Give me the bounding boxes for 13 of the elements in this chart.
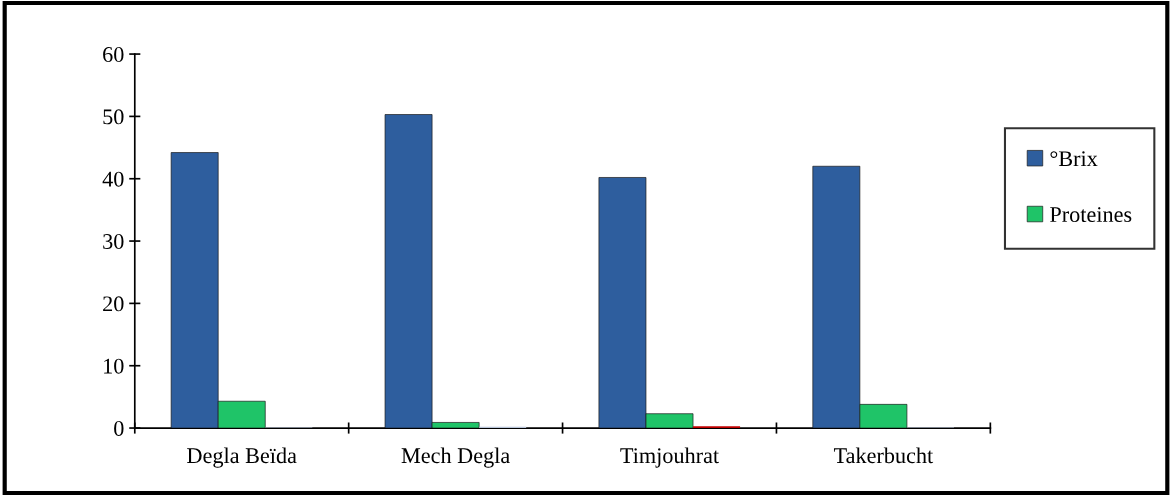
y-tick-label: 0 xyxy=(114,420,124,436)
x-tick-label: Mech Degla xyxy=(401,447,510,468)
y-tick-label: 30 xyxy=(103,233,124,249)
legend-label: Proteines xyxy=(1050,207,1132,223)
x-tick-label: Timjouhrat xyxy=(620,447,719,468)
y-tick-label: 60 xyxy=(103,47,124,62)
y-tick-label: 50 xyxy=(103,109,124,125)
x-tick-label: Degla Beïda xyxy=(187,447,297,468)
y-tick-label: 40 xyxy=(102,171,124,187)
y-tick-label: 20 xyxy=(103,296,124,312)
x-tick-label: Takerbucht xyxy=(833,447,934,464)
y-tick-label: 10 xyxy=(104,358,124,374)
legend-label: °Brix xyxy=(1050,151,1098,167)
